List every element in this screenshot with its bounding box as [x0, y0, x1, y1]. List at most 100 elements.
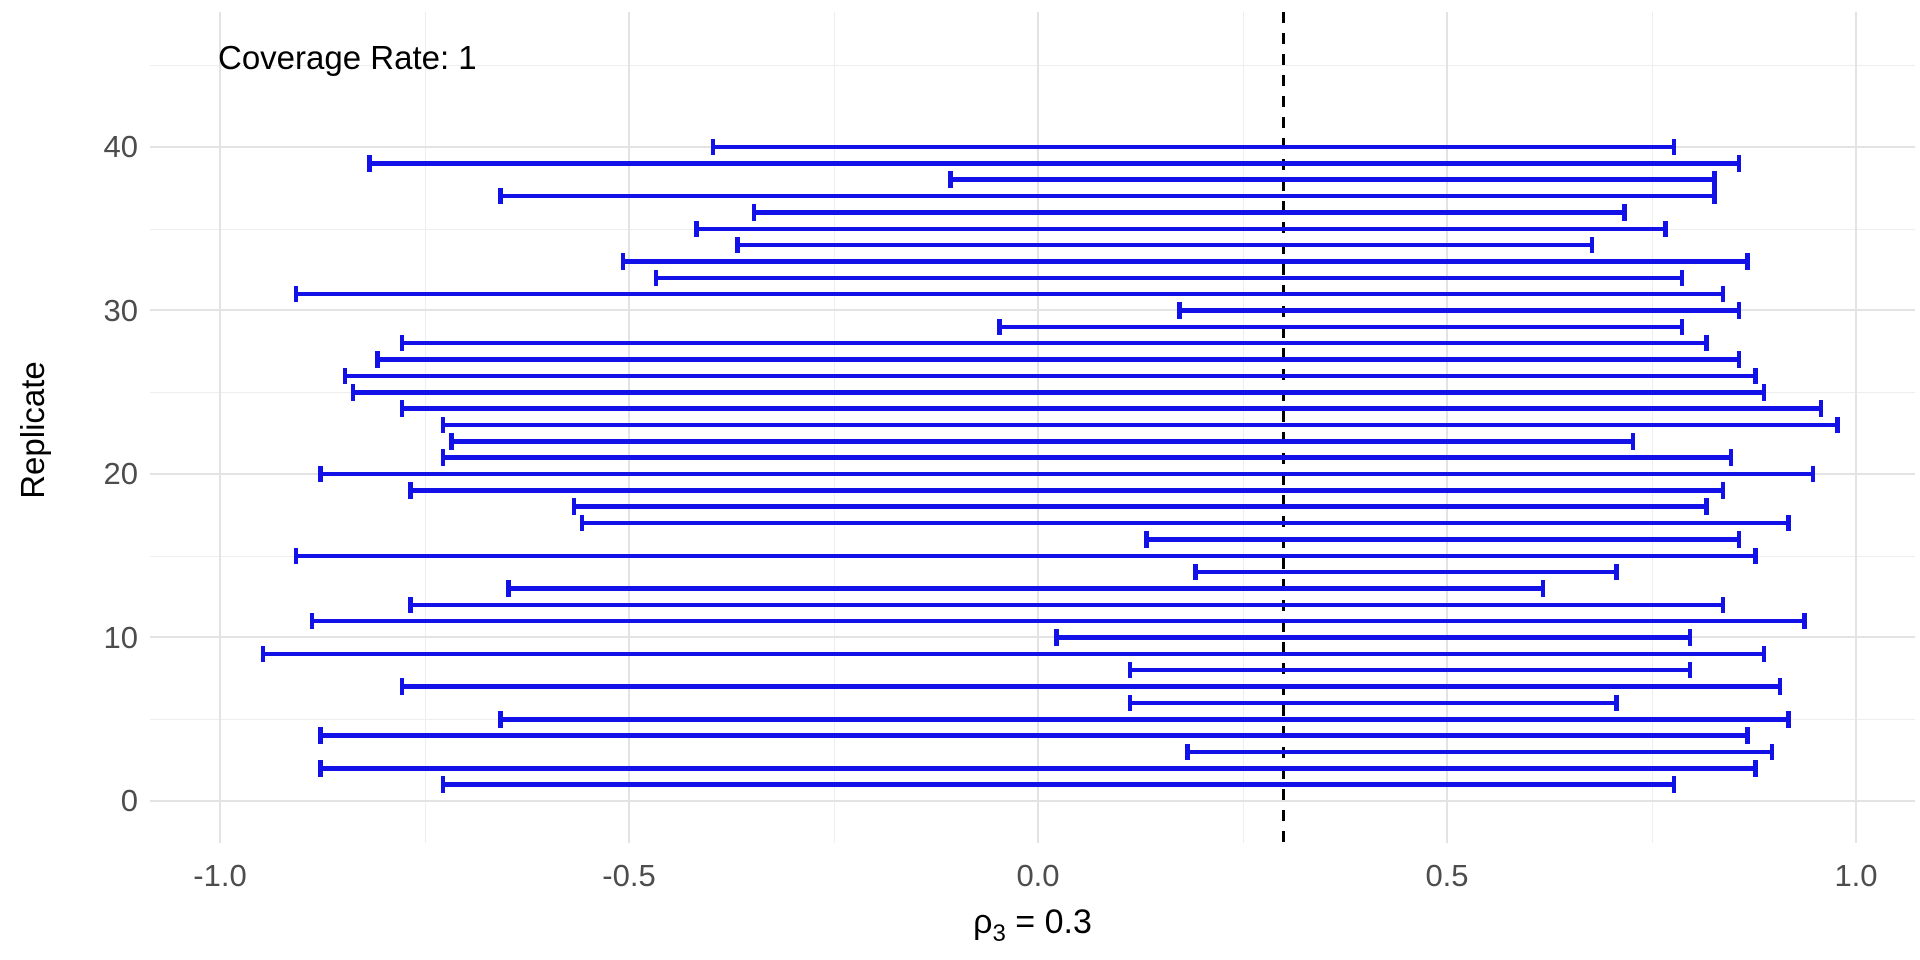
interval-cap-left — [318, 760, 323, 777]
interval-bar — [440, 422, 1840, 428]
interval-cap-left — [735, 236, 740, 254]
interval-cap-left — [408, 596, 413, 614]
interval-bar — [350, 390, 1766, 395]
confidence-interval — [408, 482, 1726, 499]
interval-cap-right — [1704, 498, 1709, 515]
interval-cap-right — [1736, 155, 1742, 172]
interval-cap-right — [1786, 711, 1791, 728]
confidence-interval — [997, 318, 1685, 336]
gridline-x-major — [1445, 12, 1448, 843]
interval-cap-left — [1054, 629, 1059, 646]
confidence-interval — [293, 547, 1758, 564]
interval-bar — [571, 504, 1709, 509]
confidence-interval — [1185, 743, 1775, 761]
x-tick-label: 1.0 — [1834, 858, 1878, 893]
interval-cap-right — [1679, 318, 1685, 336]
interval-bar — [309, 618, 1807, 624]
interval-bar — [342, 373, 1758, 379]
interval-cap-left — [1177, 302, 1182, 319]
interval-cap-left — [440, 449, 446, 466]
interval-bar — [506, 586, 1546, 591]
interval-cap-left — [948, 171, 953, 188]
interval-bar — [710, 144, 1677, 150]
interval-bar — [399, 406, 1824, 411]
y-tick-label: 30 — [103, 292, 138, 328]
interval-cap-right — [1761, 645, 1766, 663]
gridline-x-minor — [833, 12, 835, 843]
confidence-interval — [620, 253, 1750, 270]
interval-cap-right — [1761, 384, 1766, 401]
interval-cap-right — [1745, 253, 1750, 270]
interval-bar — [399, 684, 1783, 689]
interval-cap-right — [1622, 204, 1627, 221]
interval-cap-right — [1720, 596, 1726, 614]
confidence-interval — [653, 269, 1685, 287]
interval-bar — [260, 651, 1766, 657]
confidence-interval — [498, 187, 1717, 205]
interval-bar — [694, 226, 1668, 231]
gridline-x-major — [627, 12, 630, 843]
gridline-x-major — [218, 12, 221, 843]
interval-cap-left — [506, 580, 511, 597]
confidence-interval — [440, 416, 1840, 434]
interval-bar — [367, 161, 1742, 166]
rho-symbol: ρ — [973, 903, 993, 941]
confidence-interval — [498, 711, 1791, 728]
interval-bar — [1144, 537, 1742, 542]
interval-cap-right — [1720, 482, 1726, 499]
interval-cap-left — [1127, 694, 1133, 712]
gridline-x-major — [1854, 12, 1857, 843]
interval-cap-left — [408, 482, 413, 499]
gridline-x-minor — [424, 12, 426, 843]
confidence-interval — [399, 400, 1824, 417]
interval-cap-left — [350, 384, 356, 401]
interval-cap-left — [440, 416, 446, 434]
confidence-interval — [506, 580, 1546, 597]
rho-subscript: 3 — [992, 919, 1006, 947]
confidence-interval — [342, 367, 1758, 385]
interval-cap-left — [579, 514, 585, 532]
y-tick-label: 10 — [103, 619, 138, 655]
confidence-interval — [1177, 302, 1742, 319]
confidence-interval — [309, 612, 1807, 630]
interval-cap-left — [399, 400, 405, 417]
interval-bar — [399, 340, 1709, 346]
interval-cap-left — [260, 645, 266, 663]
interval-cap-right — [1818, 400, 1824, 417]
interval-cap-right — [1777, 678, 1783, 695]
confidence-interval — [293, 285, 1726, 303]
x-axis-title-value: = 0.3 — [1005, 903, 1092, 941]
interval-bar — [498, 193, 1717, 199]
interval-cap-right — [1679, 269, 1685, 287]
confidence-interval — [1127, 661, 1693, 679]
interval-bar — [997, 324, 1685, 330]
interval-cap-right — [1712, 171, 1717, 188]
confidence-interval — [579, 514, 1791, 532]
interval-bar — [579, 520, 1791, 526]
interval-cap-left — [498, 711, 503, 728]
interval-bar — [653, 275, 1685, 281]
interval-cap-left — [399, 334, 405, 352]
confidence-interval — [408, 596, 1726, 614]
interval-bar — [1177, 308, 1742, 313]
confidence-interval — [710, 138, 1677, 156]
interval-cap-right — [1671, 776, 1677, 793]
y-tick-label: 40 — [103, 129, 138, 164]
x-tick-label: 0.0 — [1016, 858, 1060, 893]
confidence-interval — [399, 334, 1709, 352]
confidence-interval — [318, 727, 1750, 744]
coverage-rate-annotation: Coverage Rate: 1 — [218, 39, 477, 76]
confidence-interval — [735, 236, 1595, 254]
interval-cap-right — [1630, 433, 1636, 450]
interval-bar — [293, 553, 1758, 558]
interval-cap-right — [1736, 351, 1742, 368]
confidence-interval — [367, 155, 1742, 172]
confidence-interval — [694, 220, 1668, 237]
confidence-interval — [449, 433, 1636, 450]
interval-cap-left — [1127, 661, 1133, 679]
interval-cap-left — [367, 155, 372, 172]
interval-bar — [1054, 635, 1693, 640]
interval-bar — [449, 439, 1636, 444]
interval-cap-left — [342, 367, 348, 385]
